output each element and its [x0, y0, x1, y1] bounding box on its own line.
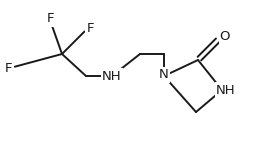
Text: O: O	[220, 30, 230, 42]
Text: NH: NH	[216, 84, 236, 96]
Text: F: F	[86, 21, 94, 35]
Text: F: F	[4, 61, 12, 74]
Text: F: F	[46, 13, 54, 25]
Text: N: N	[159, 69, 169, 82]
Text: NH: NH	[102, 70, 122, 83]
